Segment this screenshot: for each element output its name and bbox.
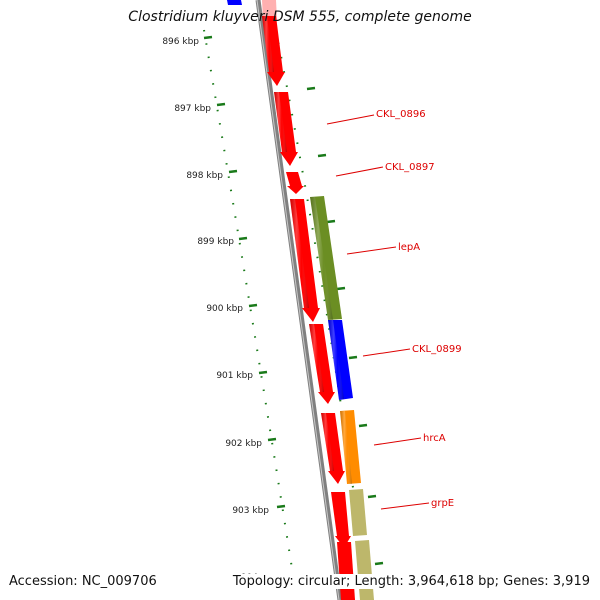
kbp-label: 901 kbp bbox=[216, 371, 253, 381]
gene-label-lepa: lepA bbox=[398, 242, 420, 253]
map-title: Clostridium kluyveri DSM 555, complete g… bbox=[128, 9, 472, 25]
kbp-label: 897 kbp bbox=[174, 104, 211, 114]
outer-tick-marks bbox=[306, 86, 384, 566]
kbp-label: 899 kbp bbox=[197, 237, 234, 247]
gene-arrow-red-bottom1 bbox=[331, 492, 351, 548]
gene-labels: CKL_0896 CKL_0897 lepA CKL_0899 hrcA grp… bbox=[376, 109, 462, 509]
gene-label-ckl-0897: CKL_0897 bbox=[385, 162, 435, 173]
kbp-label: 902 kbp bbox=[225, 439, 262, 449]
kbp-label: 896 kbp bbox=[162, 37, 199, 47]
accession-text: Accession: NC_009706 bbox=[9, 574, 157, 589]
gene-arrow-blue-top bbox=[227, 0, 242, 5]
gene-arrow-khaki-bottom bbox=[355, 540, 374, 600]
gene-label-ckl-0896: CKL_0896 bbox=[376, 109, 426, 120]
reverse-strand-genes bbox=[262, 0, 355, 600]
kbp-tick-marks bbox=[203, 35, 286, 509]
gene-arrow-small bbox=[286, 172, 304, 194]
label-leaders bbox=[326, 114, 430, 510]
gene-arrow-grpe bbox=[349, 489, 367, 536]
kbp-label: 900 kbp bbox=[206, 304, 243, 314]
gene-label-grpe: grpE bbox=[431, 498, 454, 509]
gene-label-hrca: hrcA bbox=[423, 433, 446, 444]
kbp-label: 903 kbp bbox=[232, 506, 269, 516]
genome-summary-text: Topology: circular; Length: 3,964,618 bp… bbox=[230, 574, 590, 589]
kbp-labels: 896 kbp 897 kbp 898 kbp 899 kbp 900 kbp … bbox=[162, 37, 269, 583]
kbp-label: 898 kbp bbox=[186, 171, 223, 181]
genome-backbone bbox=[255, 0, 343, 600]
gene-label-ckl-0899: CKL_0899 bbox=[412, 344, 462, 355]
gene-arrow-partial-top bbox=[262, 0, 277, 20]
